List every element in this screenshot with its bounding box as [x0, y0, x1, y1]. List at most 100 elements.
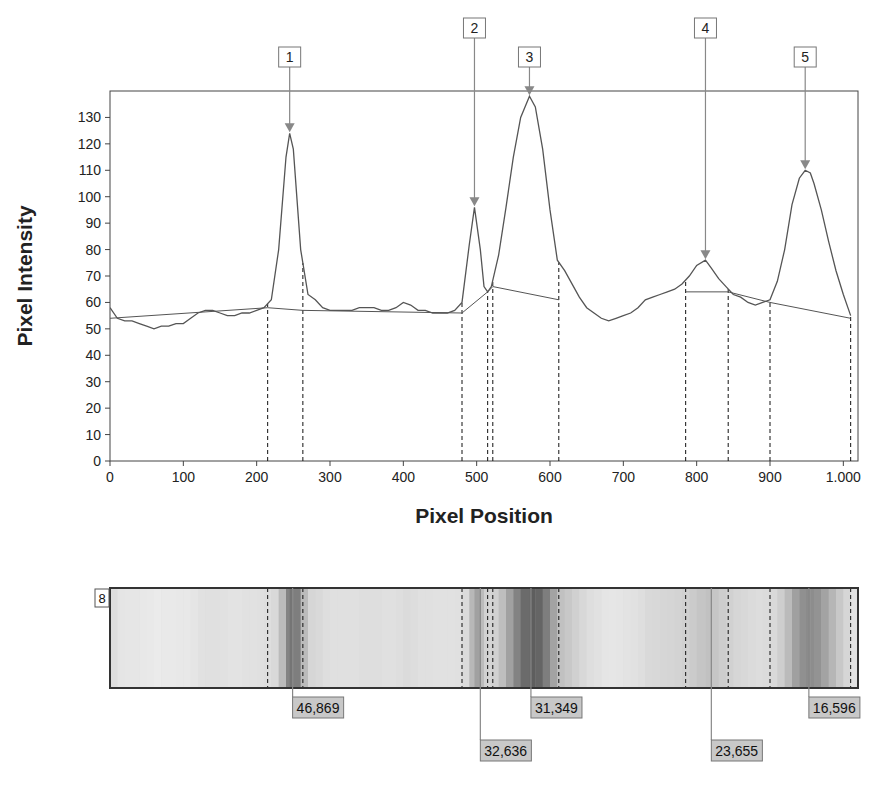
lane-strip	[198, 588, 206, 688]
callout-box	[694, 18, 716, 38]
lane-strip	[741, 588, 749, 688]
lane-strip	[425, 588, 433, 688]
lane-strip	[785, 588, 793, 688]
lane-strip	[484, 588, 488, 688]
lane-number: 8	[98, 591, 105, 606]
y-tick-label: 90	[85, 215, 101, 231]
lane-strip	[601, 588, 609, 688]
y-tick-label: 120	[78, 136, 102, 152]
callout-box	[518, 47, 540, 67]
lane-strip	[271, 588, 279, 688]
band-volume: 16,596	[813, 700, 856, 716]
lane-frame	[110, 588, 858, 688]
callout-arrow	[805, 67, 806, 162]
lane-strip	[535, 588, 543, 688]
lane-boundary	[558, 588, 559, 688]
lane-strip	[161, 588, 169, 688]
x-tick	[843, 461, 844, 466]
baseline	[110, 287, 559, 319]
lane-strip	[418, 588, 426, 688]
lane-strip	[433, 588, 441, 688]
peak-boundary	[462, 302, 463, 461]
lane-strip	[821, 588, 829, 688]
lane-strip	[330, 588, 338, 688]
lane-strip	[323, 588, 331, 688]
x-tick-label: 800	[685, 469, 709, 485]
lane-strip	[337, 588, 345, 688]
lane-strip	[132, 588, 140, 688]
band-volume: 46,869	[297, 700, 340, 716]
lane-strip	[645, 588, 653, 688]
band-label-box	[711, 740, 762, 761]
lane-strip	[697, 588, 706, 688]
peak-boundary	[850, 316, 851, 461]
lane-strip	[279, 588, 287, 688]
lane-strip	[345, 588, 353, 688]
y-tick-label: 80	[85, 242, 101, 258]
lane-boundary	[487, 588, 488, 688]
y-tick-label: 20	[85, 400, 101, 416]
y-tick-label: 100	[78, 189, 102, 205]
callout-label: 3	[526, 49, 534, 65]
lane-strip	[367, 588, 375, 688]
lane-strip	[748, 588, 756, 688]
callout-arrow	[289, 67, 290, 125]
lane-strip	[579, 588, 587, 688]
lane-strip	[396, 588, 404, 688]
x-tick	[550, 461, 551, 466]
x-tick	[256, 461, 257, 466]
lane-strip	[213, 588, 221, 688]
lane-strip	[506, 588, 514, 688]
x-tick-label: 600	[538, 469, 562, 485]
callout-box	[279, 47, 301, 67]
x-tick	[403, 461, 404, 466]
lane-strip	[623, 588, 631, 688]
band-label-box	[531, 697, 582, 718]
peak-boundary	[487, 292, 488, 461]
callout-label: 5	[801, 49, 809, 65]
plot-frame	[110, 91, 858, 461]
lane-boundary	[770, 588, 771, 688]
lane-strip	[719, 588, 727, 688]
chart: 0102030405060708090100110120130010020030…	[0, 0, 876, 793]
y-tick	[105, 223, 110, 224]
lane-strip	[799, 588, 805, 688]
band-label-box	[480, 740, 531, 761]
lane-strip	[293, 588, 301, 688]
lane-strip	[301, 588, 309, 688]
lane-strip	[843, 588, 851, 688]
lane-strip	[638, 588, 646, 688]
y-tick-label: 50	[85, 321, 101, 337]
lane-strip	[667, 588, 675, 688]
intensity-line	[110, 96, 851, 329]
peak-boundary	[770, 300, 771, 461]
lane-strip	[491, 588, 499, 688]
x-tick-label: 300	[318, 469, 342, 485]
y-tick	[105, 249, 110, 250]
x-tick-label: 1.000	[826, 469, 861, 485]
lane-strip	[660, 588, 668, 688]
y-tick-label: 40	[85, 347, 101, 363]
y-tick-label: 30	[85, 374, 101, 390]
peak-boundary	[728, 289, 729, 461]
y-tick	[105, 461, 110, 462]
y-tick	[105, 196, 110, 197]
x-tick-label: 500	[465, 469, 489, 485]
x-tick	[696, 461, 697, 466]
lane-boundary	[462, 588, 463, 688]
lane-strip	[616, 588, 624, 688]
lane-strip	[403, 588, 411, 688]
lane-strip	[565, 588, 573, 688]
callout-arrowhead	[285, 123, 295, 132]
y-tick	[105, 117, 110, 118]
lane-strip	[814, 588, 822, 688]
lane-strip	[359, 588, 367, 688]
band-label-box	[809, 697, 860, 718]
x-tick-label: 0	[106, 469, 114, 485]
baseline	[686, 292, 851, 318]
peak-boundary	[302, 263, 303, 461]
band-volume: 23,655	[715, 743, 758, 759]
lane-strip	[315, 588, 323, 688]
lane-boundary	[492, 588, 493, 688]
lane-strip	[499, 588, 507, 688]
